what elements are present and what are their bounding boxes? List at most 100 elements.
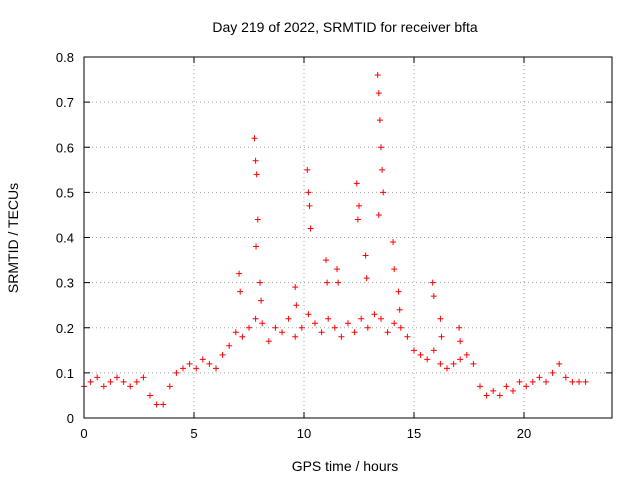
data-point <box>437 360 444 367</box>
data-point <box>543 378 549 385</box>
y-axis-label: SRMTID / TECUs <box>5 183 21 293</box>
data-point <box>298 324 305 331</box>
data-point <box>147 392 153 399</box>
data-point <box>463 351 470 358</box>
y-tick-label: 0.4 <box>56 231 74 246</box>
data-point <box>226 342 233 349</box>
data-point <box>140 374 147 381</box>
data-point <box>437 315 444 322</box>
data-point <box>259 320 266 327</box>
data-point <box>379 166 386 173</box>
data-point <box>351 329 358 336</box>
data-point <box>305 311 312 318</box>
data-point <box>396 306 403 313</box>
data-point <box>354 216 361 223</box>
data-point <box>364 324 371 331</box>
data-point <box>94 374 101 381</box>
data-point <box>457 356 464 363</box>
data-point <box>334 266 340 273</box>
data-point <box>450 360 457 367</box>
data-point <box>358 315 365 322</box>
data-point <box>114 374 120 381</box>
data-point <box>292 333 299 340</box>
data-point <box>569 378 576 385</box>
data-point <box>374 72 381 79</box>
data-point <box>120 378 127 385</box>
data-point <box>180 365 186 372</box>
data-point <box>265 338 272 345</box>
data-point <box>378 315 384 322</box>
data-point <box>173 369 180 376</box>
data-point <box>338 333 345 340</box>
data-point <box>404 333 411 340</box>
data-point <box>496 392 503 399</box>
data-point <box>246 324 252 331</box>
data-point <box>429 279 436 286</box>
data-point <box>562 374 569 381</box>
data-point <box>305 189 312 196</box>
data-point <box>523 383 530 390</box>
data-point <box>384 329 391 336</box>
data-points <box>81 72 589 408</box>
data-point <box>293 302 300 309</box>
y-tick-label: 0.7 <box>56 95 74 110</box>
y-tick-label: 0.2 <box>56 321 74 336</box>
data-point <box>477 383 483 390</box>
data-point <box>353 180 360 187</box>
data-point <box>536 374 543 381</box>
data-point <box>430 347 437 354</box>
data-point <box>252 315 259 322</box>
data-point <box>133 378 140 385</box>
data-point <box>186 360 193 367</box>
data-point <box>232 329 239 336</box>
data-point <box>307 225 314 232</box>
data-point <box>556 360 563 367</box>
grid-lines <box>84 57 612 418</box>
data-point <box>258 297 265 304</box>
data-point <box>371 311 378 318</box>
data-point <box>323 257 329 264</box>
data-point <box>375 211 382 218</box>
data-point <box>251 135 258 142</box>
data-point <box>166 383 173 390</box>
data-point <box>335 279 342 286</box>
x-tick-label: 0 <box>80 426 87 441</box>
data-point <box>252 157 259 164</box>
data-point <box>237 288 244 295</box>
data-point <box>380 189 387 196</box>
data-point <box>376 117 383 124</box>
chart-title: Day 219 of 2022, SRMTID for receiver bft… <box>212 19 478 35</box>
data-point <box>417 351 424 358</box>
data-point <box>292 284 299 291</box>
data-point <box>127 383 134 390</box>
data-point <box>470 360 477 367</box>
data-point <box>456 324 463 331</box>
data-point <box>444 365 450 372</box>
data-point <box>503 383 510 390</box>
data-point <box>391 320 398 327</box>
data-point <box>331 324 338 331</box>
data-point <box>430 293 437 300</box>
y-tick-label: 0.3 <box>56 276 74 291</box>
x-axis-label: GPS time / hours <box>292 458 399 474</box>
data-point <box>483 392 490 399</box>
data-point <box>253 171 260 178</box>
y-tick-label: 0.5 <box>56 185 74 200</box>
x-tick-label: 15 <box>407 426 421 441</box>
data-point <box>516 378 523 385</box>
data-point <box>582 378 589 385</box>
data-point <box>549 369 556 376</box>
data-point <box>153 401 160 408</box>
data-point <box>438 333 445 340</box>
data-point <box>529 378 536 385</box>
data-point <box>411 347 417 354</box>
data-point <box>325 315 332 322</box>
data-point <box>397 324 404 331</box>
data-point <box>457 338 464 345</box>
data-point <box>318 329 325 336</box>
data-point <box>363 275 370 282</box>
data-point <box>324 279 331 286</box>
data-point <box>312 320 318 327</box>
data-point <box>239 333 246 340</box>
